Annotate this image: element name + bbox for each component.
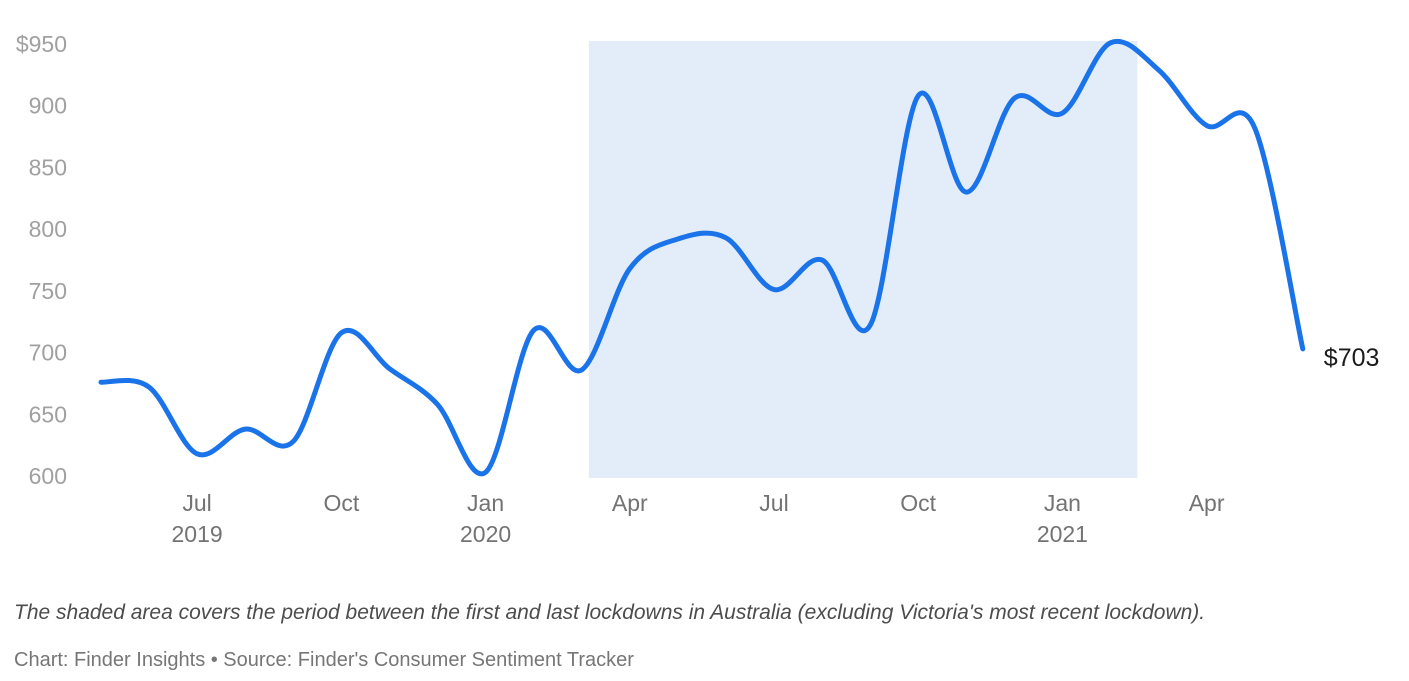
chart-credit: Chart: Finder Insights • Source: Finder'… <box>14 649 634 671</box>
x-axis-month-label: Jul <box>759 490 788 516</box>
x-axis-month-label: Oct <box>900 490 936 516</box>
x-axis-month-label: Jan <box>467 490 504 516</box>
x-axis-month-label: Jan <box>1044 490 1081 516</box>
end-value-label: $703 <box>1324 344 1380 372</box>
y-axis-tick-label: 850 <box>29 154 67 180</box>
sentiment-line <box>98 38 1306 477</box>
x-axis-month-label: Apr <box>1189 490 1225 516</box>
y-axis-tick-label: 800 <box>29 216 67 242</box>
x-axis-year-label: 2019 <box>172 521 223 547</box>
y-axis-tick-label: 650 <box>29 401 67 427</box>
lockdown-shaded-region <box>588 41 1138 478</box>
y-axis-tick-label: 900 <box>29 93 67 119</box>
x-axis-month-label: Jul <box>182 490 211 516</box>
x-axis-year-label: 2020 <box>460 521 511 547</box>
line-chart-svg: $950 900 850 800 750 700 650 600 Jul 2019 Oct Jan 20… <box>16 31 1380 547</box>
x-axis-month-label: Oct <box>324 490 360 516</box>
y-axis-tick-label: 750 <box>29 278 67 304</box>
chart-caption: The shaded area covers the period betwee… <box>14 601 1206 624</box>
x-axis-month-label: Apr <box>612 490 648 516</box>
y-axis-tick-label: 700 <box>29 340 67 366</box>
y-axis-tick-label: 600 <box>29 463 67 489</box>
y-axis-tick-label: $950 <box>16 31 67 57</box>
x-axis-year-label: 2021 <box>1037 521 1088 547</box>
